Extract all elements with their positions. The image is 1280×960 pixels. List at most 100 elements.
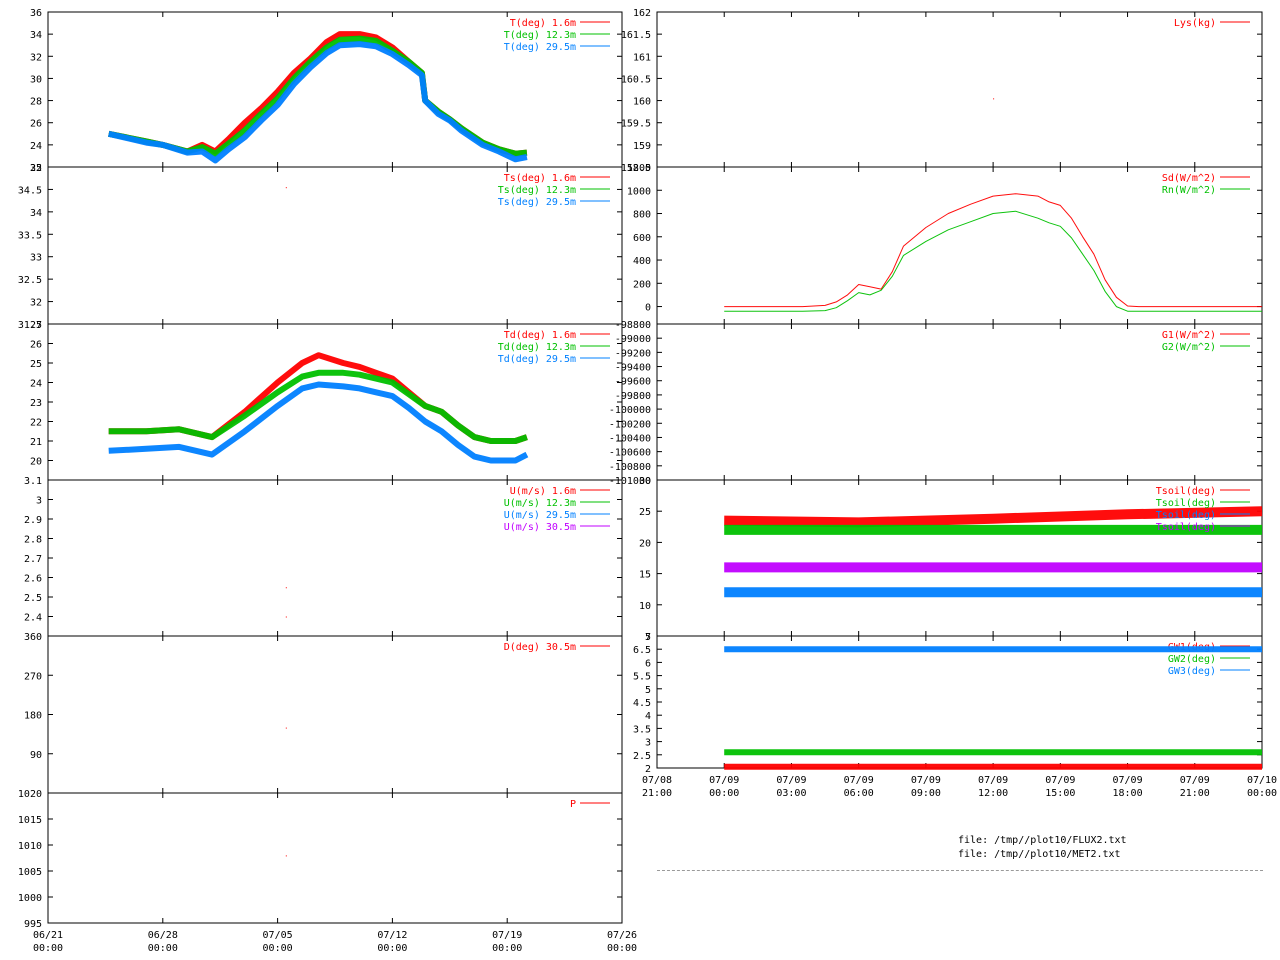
- y-tick-label: 3.5: [633, 724, 651, 735]
- x-tick-label: 00:00: [33, 943, 63, 954]
- y-tick-label: 32: [30, 298, 42, 309]
- y-tick-label: -100400: [609, 433, 651, 444]
- data-point: [285, 855, 287, 857]
- x-tick-label: 00:00: [1247, 788, 1277, 799]
- y-tick-label: 90: [30, 750, 42, 761]
- y-tick-label: -99200: [615, 348, 651, 359]
- y-tick-label: 4: [645, 711, 651, 722]
- x-tick-label: 07/08: [642, 775, 672, 786]
- y-tick-label: 34: [30, 30, 42, 41]
- legend-label: Td(deg) 29.5m: [498, 354, 576, 365]
- x-tick-label: 12:00: [978, 788, 1008, 799]
- x-tick-label: 06:00: [844, 788, 874, 799]
- y-tick-label: 2.7: [24, 554, 42, 565]
- y-tick-label: 34: [30, 208, 42, 219]
- y-tick-label: 30: [639, 476, 651, 487]
- x-tick-label: 21:00: [642, 788, 672, 799]
- legend-label: T(deg) 12.3m: [504, 30, 576, 41]
- y-tick-label: 6: [645, 658, 651, 669]
- x-tick-label: 00:00: [148, 943, 178, 954]
- y-tick-label: 159.5: [621, 119, 651, 130]
- y-tick-label: -100600: [609, 448, 651, 459]
- x-tick-label: 00:00: [709, 788, 739, 799]
- x-tick-label: 06/21: [33, 930, 63, 941]
- y-tick-label: 5: [645, 632, 651, 643]
- y-tick-label: 10: [639, 601, 651, 612]
- y-tick-label: 20: [30, 457, 42, 468]
- x-tick-label: 00:00: [377, 943, 407, 954]
- y-tick-label: 23: [30, 398, 42, 409]
- y-tick-label: 158.5: [621, 163, 651, 174]
- file-list: file: /tmp//plot10/FLUX2.txt file: /tmp/…: [958, 834, 1127, 862]
- y-tick-label: 22: [30, 163, 42, 174]
- legend-label: Tsoil(deg): [1156, 498, 1216, 509]
- y-tick-label: 161.5: [621, 30, 651, 41]
- legend-label: U(m/s) 1.6m: [510, 486, 576, 497]
- y-tick-label: 995: [24, 919, 42, 930]
- x-tick-label: 07/09: [978, 775, 1008, 786]
- y-tick-label: 200: [633, 279, 651, 290]
- y-tick-label: 2.6: [24, 574, 42, 585]
- y-tick-label: 6.5: [633, 645, 651, 656]
- x-tick-label: 07/09: [1113, 775, 1143, 786]
- y-tick-label: 5: [645, 685, 651, 696]
- x-tick-label: 07/09: [1180, 775, 1210, 786]
- legend-label: Ts(deg) 12.3m: [498, 185, 576, 196]
- y-tick-label: 0: [645, 303, 651, 314]
- x-tick-label: 21:00: [1180, 788, 1210, 799]
- y-tick-label: 27: [30, 320, 42, 331]
- y-tick-label: -98800: [615, 320, 651, 331]
- series-line: [108, 41, 528, 164]
- x-tick-label: 00:00: [492, 943, 522, 954]
- x-tick-label: 06/28: [148, 930, 178, 941]
- y-tick-label: 36: [30, 8, 42, 19]
- y-tick-label: -101000: [609, 476, 651, 487]
- series-line: [108, 369, 528, 444]
- x-tick-label: 07/26: [607, 930, 637, 941]
- file-line-1: file: /tmp//plot10/FLUX2.txt: [958, 835, 1127, 846]
- legend-label: U(m/s) 30.5m: [504, 522, 576, 533]
- y-tick-label: 1000: [627, 186, 651, 197]
- legend-label: Tsoil(deg): [1156, 486, 1216, 497]
- y-tick-label: 4.5: [633, 698, 651, 709]
- x-tick-label: 07/09: [844, 775, 874, 786]
- legend-label: U(m/s) 29.5m: [504, 510, 576, 521]
- series-line: [724, 210, 1262, 312]
- y-tick-label: 270: [24, 671, 42, 682]
- y-tick-label: 25: [30, 359, 42, 370]
- y-tick-label: 35: [30, 163, 42, 174]
- y-tick-label: 1005: [18, 867, 42, 878]
- y-tick-label: -100800: [609, 462, 651, 473]
- legend-label: G2(W/m^2): [1162, 342, 1216, 353]
- y-tick-label: 162: [633, 8, 651, 19]
- y-tick-label: 600: [633, 233, 651, 244]
- y-tick-label: 2: [645, 764, 651, 775]
- series-line: [108, 35, 528, 157]
- y-tick-label: 161: [633, 52, 651, 63]
- x-tick-label: 07/09: [709, 775, 739, 786]
- legend-label: Ts(deg) 29.5m: [498, 197, 576, 208]
- legend-label: T(deg) 29.5m: [504, 42, 576, 53]
- y-tick-label: 1015: [18, 815, 42, 826]
- y-tick-label: 25: [639, 507, 651, 518]
- x-tick-label: 00:00: [263, 943, 293, 954]
- y-tick-label: 5.5: [633, 672, 651, 683]
- y-tick-label: 15: [639, 570, 651, 581]
- plot-frame-4: [47, 635, 623, 794]
- legend-label: Td(deg) 12.3m: [498, 342, 576, 353]
- legend-label: GW2(deg): [1168, 654, 1216, 665]
- y-tick-label: 160.5: [621, 74, 651, 85]
- y-tick-label: 32.5: [18, 275, 42, 286]
- y-tick-label: 34.5: [18, 185, 42, 196]
- data-point: [285, 587, 287, 589]
- y-tick-label: 159: [633, 141, 651, 152]
- legend-label: D(deg) 30.5m: [504, 642, 576, 653]
- y-tick-label: 28: [30, 97, 42, 108]
- y-tick-label: 2.5: [24, 593, 42, 604]
- y-tick-label: 32: [30, 52, 42, 63]
- x-tick-label: 18:00: [1113, 788, 1143, 799]
- y-tick-label: -99600: [615, 377, 651, 388]
- file-line-2: file: /tmp//plot10/MET2.txt: [958, 849, 1121, 860]
- y-tick-label: 2.9: [24, 515, 42, 526]
